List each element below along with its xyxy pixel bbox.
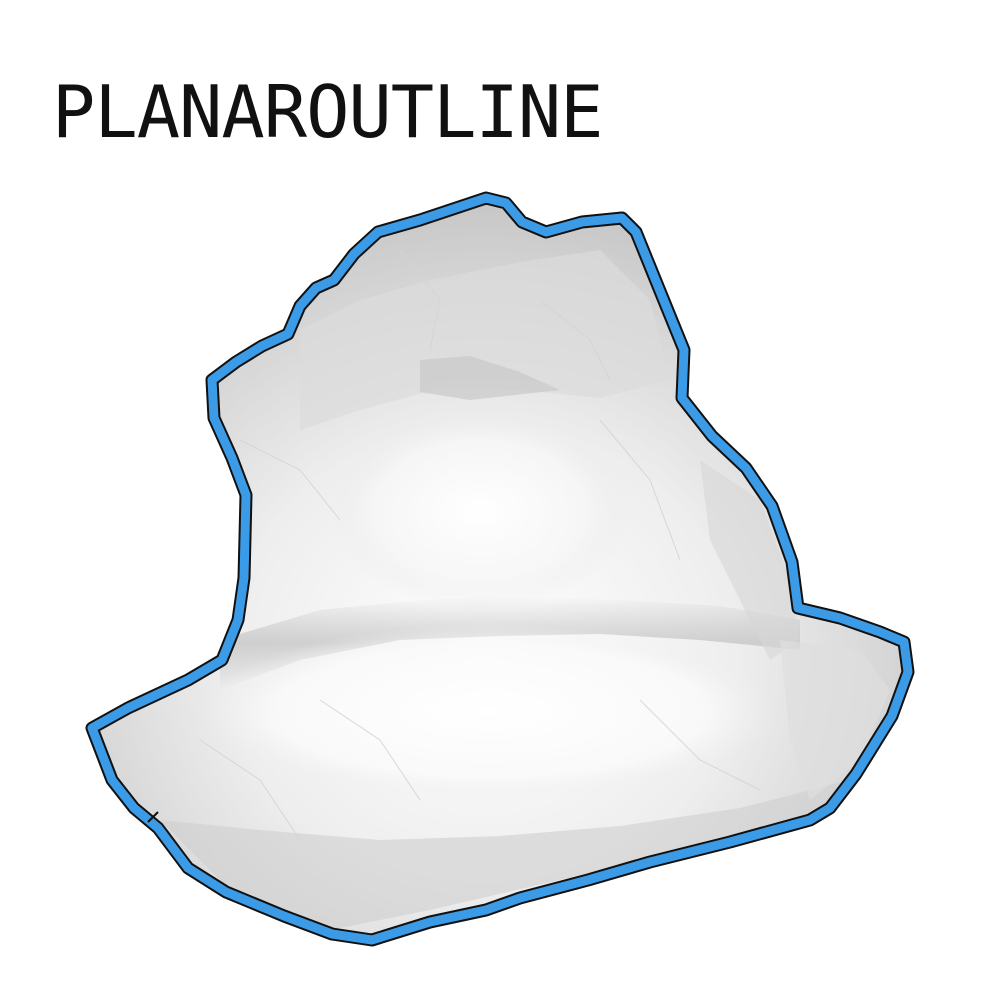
outline-seam	[147, 811, 159, 823]
mesh-shading	[160, 249, 890, 930]
page-title: PLANAROUTLINE	[52, 70, 604, 154]
planar-outline	[87, 193, 913, 945]
